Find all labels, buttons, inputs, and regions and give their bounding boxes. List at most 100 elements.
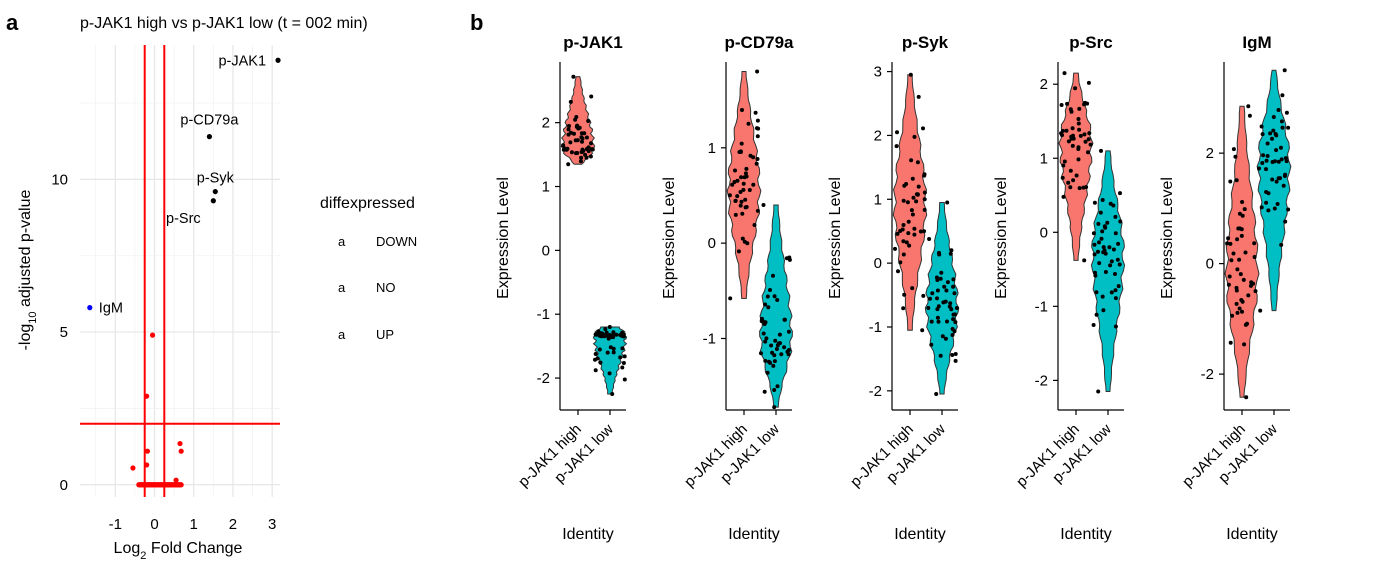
violin-point xyxy=(572,131,576,136)
violin-title: p-CD79a xyxy=(725,33,795,52)
violin-point xyxy=(785,349,790,354)
violin-point xyxy=(1241,277,1246,282)
violin-point xyxy=(905,200,910,205)
violin-point xyxy=(1244,395,1249,400)
violin-point xyxy=(768,288,772,292)
violin-y-tick: -1 xyxy=(869,319,882,336)
violin-point xyxy=(1115,257,1120,262)
violin-point xyxy=(1229,258,1234,263)
violin-point xyxy=(907,243,912,248)
violin-point xyxy=(929,319,934,324)
violin-x-axis-label: Identity xyxy=(894,526,946,543)
violin-point xyxy=(584,135,589,140)
volcano-point xyxy=(144,448,151,454)
violin-y-axis-label: Expression Level xyxy=(827,177,844,299)
violin-point xyxy=(1083,139,1088,144)
violin-point xyxy=(1097,261,1102,266)
violin-point xyxy=(895,130,899,135)
violin-point xyxy=(1073,86,1078,91)
violin-point xyxy=(1084,185,1089,190)
violin-point xyxy=(1102,248,1107,253)
violin-point xyxy=(910,176,915,181)
violin-point xyxy=(926,306,931,310)
violin-point xyxy=(747,188,752,192)
violin-y-tick: -2 xyxy=(1201,366,1214,383)
violin-point xyxy=(938,276,943,281)
violin-point xyxy=(765,370,770,375)
violin-point xyxy=(1248,283,1253,288)
violin-point xyxy=(603,327,608,332)
violin-point xyxy=(568,140,573,145)
violin-point xyxy=(589,141,593,146)
violin-point xyxy=(607,325,612,329)
violin-point xyxy=(604,330,609,335)
volcano-y-tick: 10 xyxy=(51,171,68,188)
violin-y-tick: -2 xyxy=(1035,372,1048,389)
violin-point xyxy=(1247,113,1252,118)
violin-point xyxy=(949,307,954,312)
violin-point xyxy=(566,162,571,167)
violin-point xyxy=(586,119,591,123)
violin-point xyxy=(910,212,915,217)
violin-point xyxy=(1091,323,1096,327)
violin-point xyxy=(1060,175,1065,180)
violin-point xyxy=(762,389,767,394)
violin-point xyxy=(1092,252,1097,257)
violin-point xyxy=(950,327,955,331)
violin-point xyxy=(777,332,782,337)
violin-point xyxy=(763,358,768,363)
violin-point xyxy=(1111,247,1116,252)
violin-point xyxy=(1266,191,1271,196)
violin-point xyxy=(614,332,619,337)
violin-point xyxy=(594,332,599,337)
violin-point xyxy=(1228,241,1233,246)
volcano-point xyxy=(149,332,156,338)
volcano-point-label: IgM xyxy=(99,301,123,317)
violin-point xyxy=(759,317,764,321)
violin-y-tick: 2 xyxy=(1206,145,1214,162)
violin-x-axis-label: Identity xyxy=(562,526,614,543)
violin-point xyxy=(922,190,927,195)
violin-point xyxy=(904,182,909,186)
legend-key-no: a xyxy=(338,280,346,295)
violin-point xyxy=(1113,288,1118,293)
violin-point xyxy=(1266,208,1271,213)
violin-point xyxy=(1082,258,1087,263)
violin-x-axis-label: Identity xyxy=(1060,526,1112,543)
volcano-y-tick: 5 xyxy=(60,324,68,341)
violin-point xyxy=(787,255,792,260)
violin-point xyxy=(912,232,917,237)
violin-point xyxy=(735,178,740,183)
violin-point xyxy=(584,155,589,160)
violin-point xyxy=(580,139,584,144)
violin-point xyxy=(1274,148,1279,153)
violin-point xyxy=(763,302,768,307)
legend: diffexpressed a DOWN a NO a UP xyxy=(320,195,417,342)
violin-point xyxy=(927,237,932,241)
violin-point xyxy=(912,134,917,139)
violin-point xyxy=(782,345,787,350)
violin-point xyxy=(574,151,578,156)
volcano-x-tick: -1 xyxy=(109,516,122,533)
violin-point xyxy=(1105,220,1110,225)
violin-point xyxy=(769,343,774,348)
violin-point xyxy=(943,299,948,304)
panel-letter-a: a xyxy=(6,10,19,35)
violin-point xyxy=(1094,290,1099,295)
violin-y-tick: -1 xyxy=(703,330,716,347)
violin-point xyxy=(579,135,584,140)
violin-point xyxy=(1100,294,1105,299)
violin-point xyxy=(1086,150,1090,155)
violin-point xyxy=(620,346,625,351)
violin-point xyxy=(939,270,944,275)
violin-point xyxy=(1064,128,1069,133)
violin-point xyxy=(904,240,909,245)
violin-point xyxy=(761,331,766,336)
violin-point xyxy=(906,231,911,236)
violin-point xyxy=(945,200,950,205)
violin-y-tick: 1 xyxy=(1040,150,1048,167)
violin-point xyxy=(951,312,956,317)
violin-y-tick: 0 xyxy=(874,255,882,272)
violin-point xyxy=(1099,148,1103,153)
violin-point xyxy=(1237,211,1242,216)
